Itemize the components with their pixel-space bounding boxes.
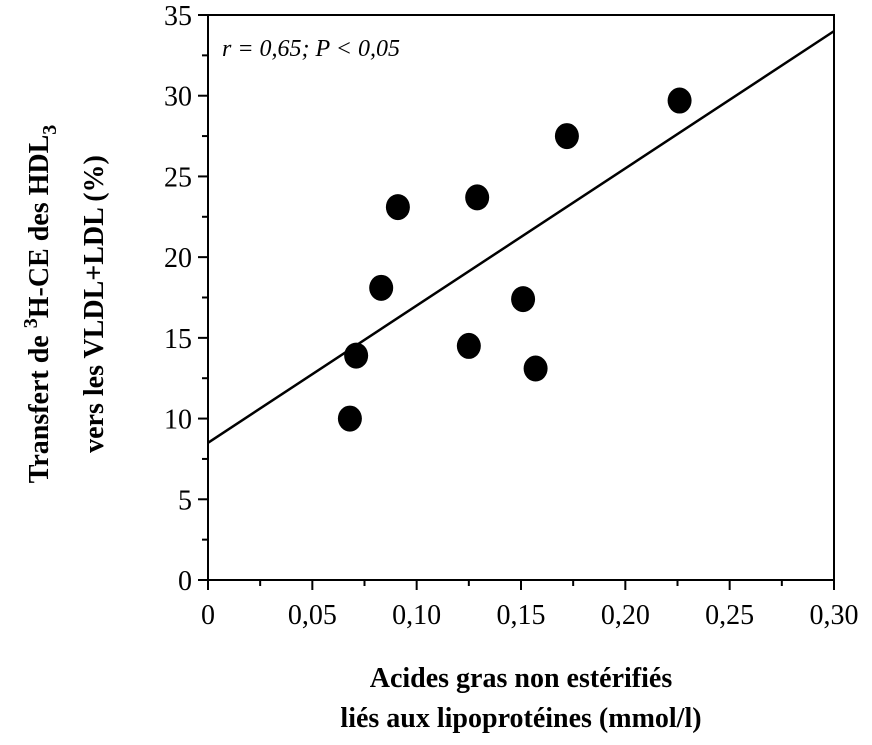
x-tick-label: 0 xyxy=(201,600,215,631)
data-point xyxy=(337,405,362,432)
x-tick-label: 0,30 xyxy=(810,600,859,631)
y-axis-title-line2: vers les VLDL+LDL (%) xyxy=(79,155,110,453)
data-point xyxy=(456,332,481,359)
y-tick-label: 5 xyxy=(178,485,192,516)
y-tick-label: 0 xyxy=(178,566,192,597)
x-axis-title-line2: liés aux lipoprotéines (mmol/l) xyxy=(340,703,701,734)
data-points xyxy=(337,87,692,432)
data-point xyxy=(369,274,394,301)
y-tick-label: 20 xyxy=(164,243,192,274)
y-axis-title-middle: H-CE des HDL xyxy=(24,135,55,319)
data-point xyxy=(554,123,579,150)
y-tick-label: 30 xyxy=(164,82,192,113)
y-tick-label: 15 xyxy=(164,324,192,355)
y-tick-label: 35 xyxy=(164,1,192,32)
x-tick-label: 0,20 xyxy=(601,600,650,631)
y-axis-title-superscript: 3 xyxy=(20,318,42,328)
y-axis-title-prefix: Transfert de xyxy=(24,328,55,483)
y-axis-title-line2-text: vers les VLDL+LDL (%) xyxy=(79,155,110,453)
x-tick-label: 0,10 xyxy=(392,600,441,631)
x-tick-label: 0,05 xyxy=(288,600,337,631)
data-point xyxy=(523,355,548,382)
data-point xyxy=(511,286,536,313)
y-axis-title-line1-text: Transfert de 3H-CE des HDL3 xyxy=(20,125,61,484)
data-point xyxy=(667,87,692,114)
y-axis-title-subscript: 3 xyxy=(39,125,61,135)
regression-line-group xyxy=(207,30,835,444)
y-axis-title-line1: Transfert de 3H-CE des HDL3 xyxy=(20,125,61,484)
data-point xyxy=(385,194,410,221)
data-point xyxy=(344,342,369,369)
y-tick-label: 25 xyxy=(164,162,192,193)
correlation-annotation: r = 0,65; P < 0,05 xyxy=(222,36,400,62)
x-axis-title-line1: Acides gras non estérifiés xyxy=(370,663,673,694)
x-tick-label: 0,15 xyxy=(497,600,546,631)
x-tick-label: 0,25 xyxy=(705,600,754,631)
data-point xyxy=(465,184,490,211)
ticks: 0 0,05 0,10 0,15 0,20 0,25 0,30 0 5 10 15 20 25 30 35 xyxy=(164,1,859,631)
y-tick-label: 10 xyxy=(164,405,192,436)
regression-line xyxy=(207,30,835,444)
